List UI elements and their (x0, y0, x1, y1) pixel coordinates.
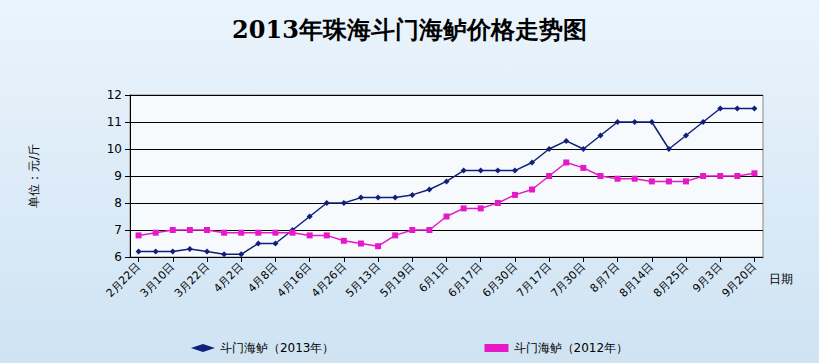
svg-text:3月10日: 3月10日 (138, 260, 178, 300)
svg-text:2月22日: 2月22日 (104, 260, 144, 300)
svg-text:11: 11 (107, 115, 122, 129)
svg-text:9月20日: 9月20日 (719, 260, 759, 300)
svg-text:6月1日: 6月1日 (416, 260, 452, 295)
svg-text:12: 12 (107, 88, 122, 102)
svg-text:3月22日: 3月22日 (172, 260, 212, 300)
svg-text:斗门海鲈（2013年）: 斗门海鲈（2013年） (220, 341, 335, 355)
svg-text:日期: 日期 (769, 272, 793, 286)
svg-text:8月7日: 8月7日 (587, 260, 623, 295)
svg-text:单位：元/斤: 单位：元/斤 (27, 144, 41, 208)
svg-text:9: 9 (114, 169, 122, 183)
svg-text:4月16日: 4月16日 (275, 260, 315, 300)
svg-text:5月13日: 5月13日 (343, 260, 383, 300)
svg-text:5月19日: 5月19日 (377, 260, 417, 300)
svg-text:7月17日: 7月17日 (514, 260, 554, 300)
svg-text:8月14日: 8月14日 (617, 260, 657, 300)
svg-text:10: 10 (107, 142, 122, 156)
svg-text:2013年珠海斗门海鲈价格走势图: 2013年珠海斗门海鲈价格走势图 (232, 15, 587, 44)
svg-text:6: 6 (114, 250, 122, 264)
svg-text:8月25日: 8月25日 (651, 260, 691, 300)
svg-text:6月30日: 6月30日 (480, 260, 520, 300)
svg-text:8: 8 (114, 196, 122, 210)
svg-text:7: 7 (114, 223, 122, 237)
svg-text:6月17日: 6月17日 (446, 260, 486, 300)
svg-text:7月30日: 7月30日 (548, 260, 588, 300)
svg-text:4月26日: 4月26日 (309, 260, 349, 300)
svg-text:斗门海鲈（2012年）: 斗门海鲈（2012年） (514, 341, 629, 355)
svg-text:4月8日: 4月8日 (245, 260, 280, 295)
svg-text:9月3日: 9月3日 (690, 260, 725, 295)
svg-text:4月2日: 4月2日 (211, 260, 246, 295)
